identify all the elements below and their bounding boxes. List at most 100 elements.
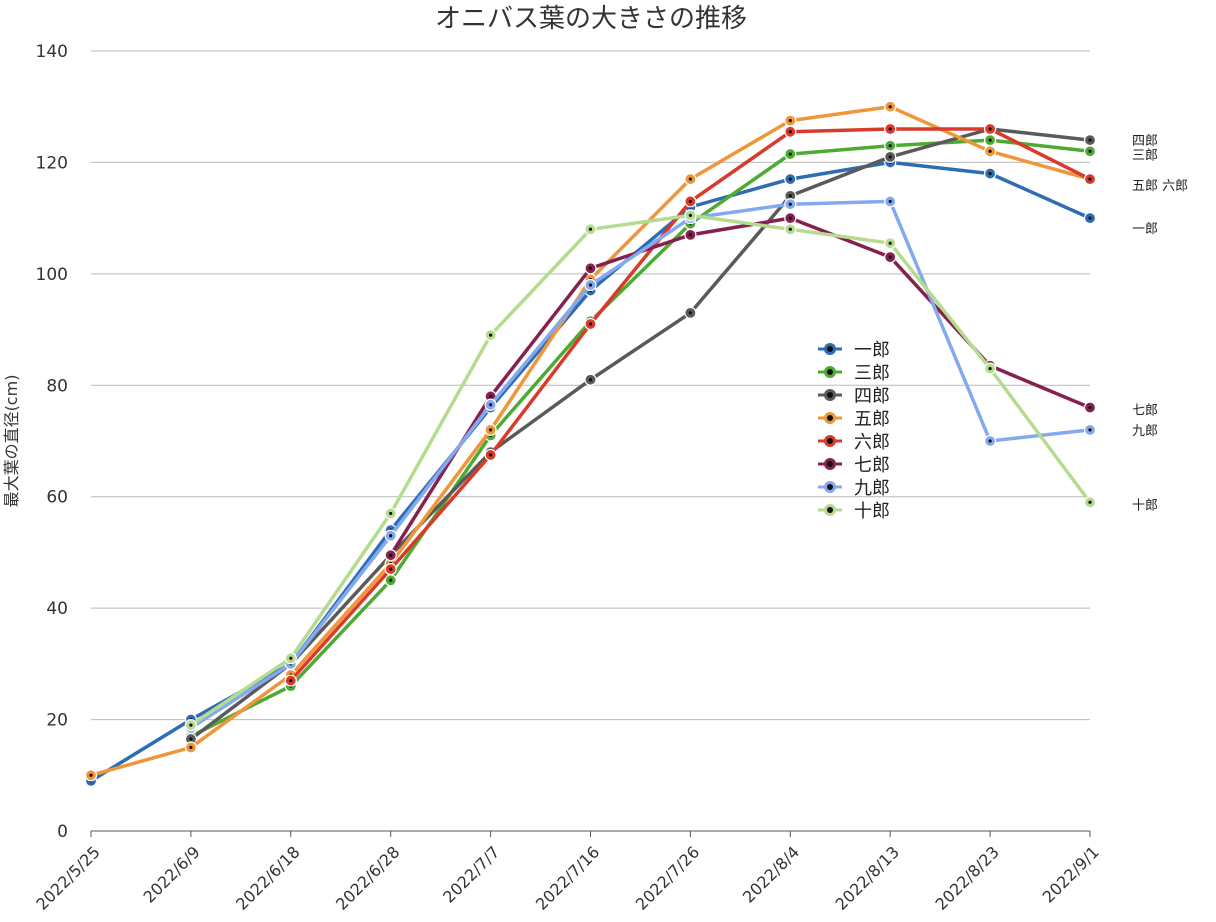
data-point-center xyxy=(189,745,193,750)
end-label: 九郎 xyxy=(1132,424,1158,439)
legend-label: 七郎 xyxy=(854,455,890,476)
x-tick-label: 2022/9/1 xyxy=(1039,842,1103,906)
data-point-center xyxy=(788,216,792,220)
data-point-center xyxy=(888,105,892,109)
data-point-center xyxy=(688,199,693,204)
data-point-center xyxy=(389,511,393,516)
legend-item: 三郎 xyxy=(818,363,890,384)
y-tick-label: 20 xyxy=(46,711,68,731)
data-point-center xyxy=(289,678,293,683)
legend-label: 三郎 xyxy=(854,363,890,384)
series-line xyxy=(388,216,1092,557)
series-line xyxy=(89,160,1092,783)
legend-swatch-center xyxy=(827,507,833,513)
y-tick-label: 80 xyxy=(46,376,68,396)
data-point-center xyxy=(189,737,193,741)
y-tick-label: 100 xyxy=(36,265,68,285)
y-tick-label: 0 xyxy=(57,822,68,842)
legend-label: 五郎 xyxy=(854,409,890,430)
end-label: 十郎 xyxy=(1132,498,1158,513)
data-point-center xyxy=(389,553,393,557)
series-line xyxy=(189,213,1092,727)
legend-label: 十郎 xyxy=(854,501,890,522)
data-point-center xyxy=(888,241,892,245)
data-point-center xyxy=(888,155,892,159)
series-5 xyxy=(284,122,1097,687)
legend-item: 一郎 xyxy=(818,340,890,361)
data-point-center xyxy=(988,127,992,131)
x-tick-label: 2022/6/9 xyxy=(139,842,203,906)
data-point-center xyxy=(89,773,93,777)
series-line xyxy=(189,127,1092,741)
data-point-center xyxy=(389,534,393,538)
legend-swatch-center xyxy=(827,415,833,421)
end-label: 五郎 六郎 xyxy=(1132,179,1188,194)
data-point-center xyxy=(389,567,393,571)
data-point-center xyxy=(1088,405,1092,410)
x-tick-label: 2022/8/4 xyxy=(739,842,803,906)
chart-title: オニバス葉の大きさの推移 xyxy=(435,4,747,34)
series-2 xyxy=(184,134,1097,743)
data-point-center xyxy=(588,266,593,270)
x-tick-label: 2022/6/18 xyxy=(232,842,303,913)
legend-item: 五郎 xyxy=(818,409,890,430)
data-point-center xyxy=(688,311,693,315)
x-tick-label: 2022/8/23 xyxy=(931,842,1002,913)
series-8 xyxy=(184,209,1097,732)
data-point-center xyxy=(988,439,992,443)
data-point-center xyxy=(189,723,193,727)
legend-swatch-center xyxy=(827,461,833,467)
data-point-center xyxy=(588,322,593,326)
data-point-center xyxy=(489,403,493,407)
legend-item: 六郎 xyxy=(818,432,890,453)
data-point-center xyxy=(588,378,593,382)
data-point-center xyxy=(988,149,992,153)
data-point-center xyxy=(988,366,992,371)
data-point-center xyxy=(788,130,792,134)
data-point-center xyxy=(788,202,792,206)
data-point-center xyxy=(788,194,792,198)
series-line xyxy=(189,199,1092,730)
x-tick-label: 2022/8/13 xyxy=(832,842,903,913)
y-tick-label: 140 xyxy=(36,42,68,62)
x-tick-label: 2022/7/26 xyxy=(632,842,703,913)
legend-label: 九郎 xyxy=(854,478,890,499)
legend-item: 九郎 xyxy=(818,478,890,499)
y-tick-label: 60 xyxy=(46,488,68,508)
data-point-center xyxy=(1088,500,1092,504)
data-point-center xyxy=(1088,216,1092,220)
data-point-center xyxy=(489,394,493,399)
series-line xyxy=(89,104,1092,778)
data-point-center xyxy=(688,233,693,237)
data-point-center xyxy=(489,333,493,337)
series-6 xyxy=(384,212,1097,562)
x-tick-label: 2022/5/25 xyxy=(32,842,103,913)
y-tick-label: 120 xyxy=(36,153,68,173)
data-point-center xyxy=(489,428,493,432)
end-label: 三郎 xyxy=(1132,148,1158,163)
data-point-center xyxy=(788,177,792,181)
data-point-center xyxy=(888,199,892,204)
series-1 xyxy=(84,156,1097,787)
legend-item: 四郎 xyxy=(818,386,890,407)
data-point-center xyxy=(888,144,892,148)
legend-swatch-center xyxy=(827,392,833,398)
legend-swatch-center xyxy=(827,369,833,375)
x-tick-label: 2022/7/16 xyxy=(532,842,603,913)
data-point-center xyxy=(988,138,992,142)
data-point-center xyxy=(289,656,293,660)
legend-label: 一郎 xyxy=(854,340,890,361)
data-point-center xyxy=(988,171,992,176)
data-point-center xyxy=(1088,177,1092,181)
data-point-center xyxy=(1088,428,1092,432)
data-point-center xyxy=(1088,138,1092,142)
data-point-center xyxy=(788,227,792,231)
data-point-center xyxy=(588,227,593,231)
data-point-center xyxy=(888,127,892,131)
data-point-center xyxy=(389,578,393,582)
legend-label: 四郎 xyxy=(854,386,890,407)
data-point-center xyxy=(1088,149,1092,153)
